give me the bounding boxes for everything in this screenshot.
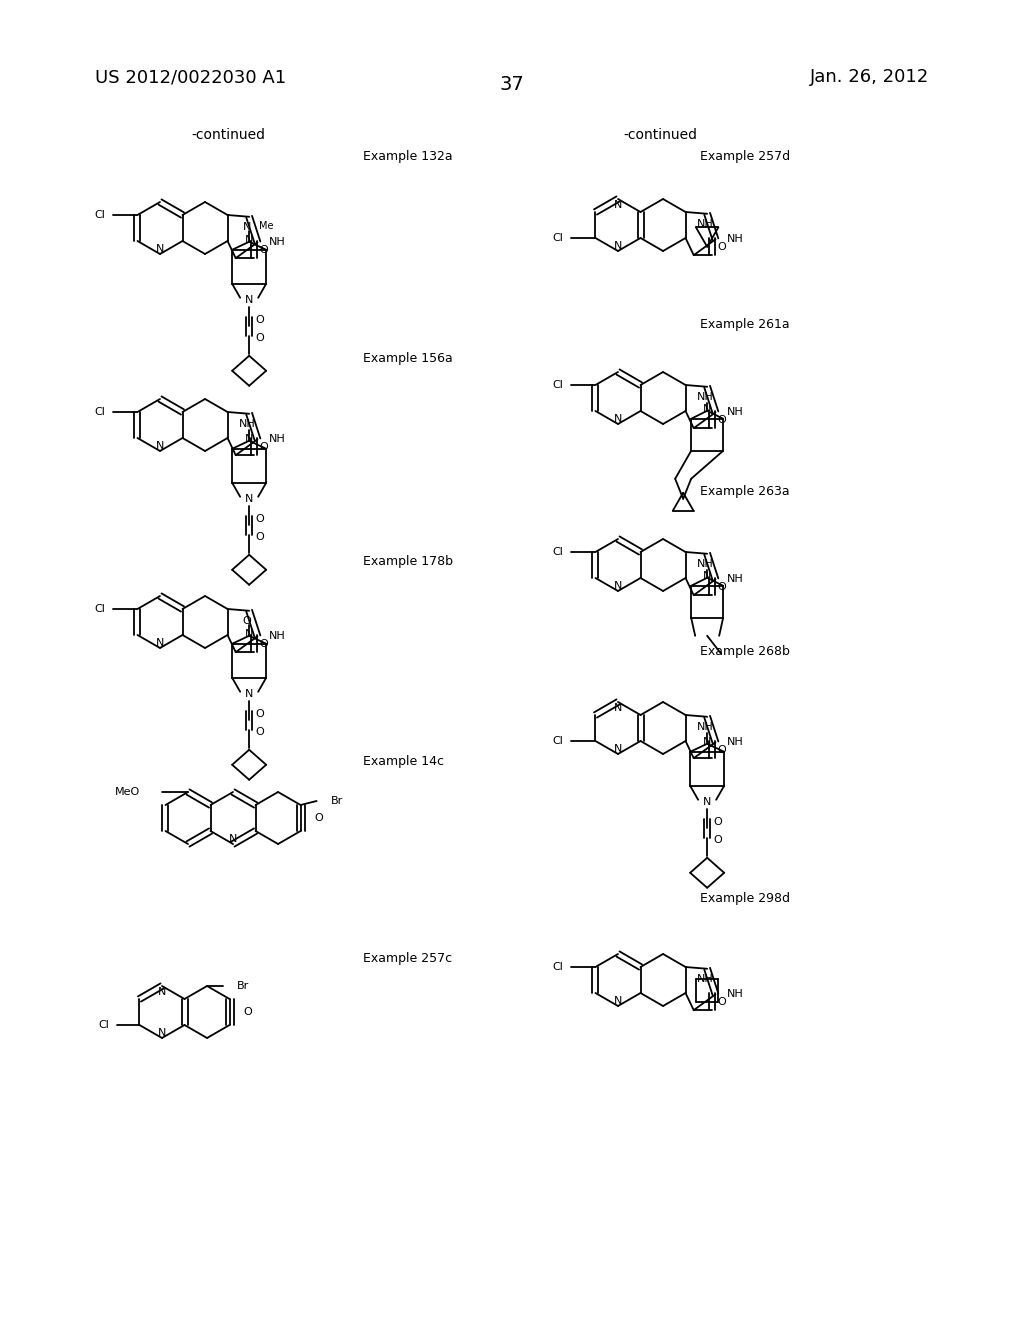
Text: NH: NH xyxy=(696,558,714,569)
Text: O: O xyxy=(713,817,722,826)
Text: Cl: Cl xyxy=(552,234,563,243)
Text: Example 298d: Example 298d xyxy=(700,892,790,906)
Text: N: N xyxy=(702,797,712,807)
Text: N: N xyxy=(613,201,623,210)
Text: N: N xyxy=(245,628,253,639)
Text: N: N xyxy=(158,987,166,997)
Text: O: O xyxy=(243,615,252,626)
Text: N: N xyxy=(158,1028,166,1038)
Text: 37: 37 xyxy=(500,75,524,94)
Text: Me: Me xyxy=(259,220,273,231)
Text: N: N xyxy=(156,638,164,648)
Text: O: O xyxy=(260,246,268,255)
Text: N: N xyxy=(245,235,253,244)
Text: N: N xyxy=(228,834,238,843)
Text: N: N xyxy=(702,404,712,413)
Text: -continued: -continued xyxy=(191,128,265,143)
Text: N: N xyxy=(245,294,253,305)
Text: N: N xyxy=(613,744,623,754)
Text: N: N xyxy=(156,244,164,253)
Text: O: O xyxy=(255,333,264,343)
Text: N: N xyxy=(702,737,712,747)
Text: O: O xyxy=(713,834,722,845)
Text: N: N xyxy=(245,434,253,444)
Text: Example 261a: Example 261a xyxy=(700,318,790,331)
Text: US 2012/0022030 A1: US 2012/0022030 A1 xyxy=(95,69,286,86)
Text: N: N xyxy=(156,441,164,451)
Text: Cl: Cl xyxy=(552,546,563,557)
Text: NH: NH xyxy=(696,219,714,228)
Text: N: N xyxy=(613,581,623,591)
Text: N: N xyxy=(702,570,712,581)
Text: Example 132a: Example 132a xyxy=(362,150,453,162)
Text: N: N xyxy=(613,997,623,1006)
Text: Example 178b: Example 178b xyxy=(362,554,453,568)
Text: O: O xyxy=(718,746,726,755)
Text: NH: NH xyxy=(726,990,743,999)
Text: O: O xyxy=(260,442,268,453)
Text: N: N xyxy=(613,704,623,713)
Text: Cl: Cl xyxy=(94,407,104,417)
Text: -continued: -continued xyxy=(623,128,697,143)
Text: N: N xyxy=(613,242,623,251)
Text: NH: NH xyxy=(726,574,743,585)
Text: NH: NH xyxy=(696,722,714,731)
Text: Jan. 26, 2012: Jan. 26, 2012 xyxy=(810,69,929,86)
Text: O: O xyxy=(255,709,264,719)
Text: NH: NH xyxy=(726,235,743,244)
Text: N: N xyxy=(243,222,251,232)
Text: O: O xyxy=(718,416,726,425)
Text: Example 14c: Example 14c xyxy=(362,755,444,768)
Text: Cl: Cl xyxy=(94,605,104,614)
Text: Example 268b: Example 268b xyxy=(700,645,790,657)
Text: NH: NH xyxy=(696,974,714,983)
Text: O: O xyxy=(314,813,324,822)
Text: O: O xyxy=(718,997,726,1007)
Text: Br: Br xyxy=(237,981,249,991)
Text: O: O xyxy=(255,513,264,524)
Text: O: O xyxy=(718,242,726,252)
Text: NH: NH xyxy=(239,418,256,429)
Text: NH: NH xyxy=(726,408,743,417)
Text: N: N xyxy=(245,689,253,698)
Text: Cl: Cl xyxy=(552,962,563,972)
Text: NH: NH xyxy=(268,631,286,642)
Text: O: O xyxy=(260,639,268,649)
Text: MeO: MeO xyxy=(115,787,140,797)
Text: Cl: Cl xyxy=(552,737,563,746)
Text: Cl: Cl xyxy=(98,1020,109,1030)
Text: O: O xyxy=(255,727,264,737)
Text: N: N xyxy=(613,414,623,424)
Text: Example 257c: Example 257c xyxy=(362,952,453,965)
Text: O: O xyxy=(244,1007,252,1016)
Text: NH: NH xyxy=(726,738,743,747)
Text: NH: NH xyxy=(696,392,714,401)
Text: O: O xyxy=(255,314,264,325)
Text: Example 263a: Example 263a xyxy=(700,484,790,498)
Text: Example 156a: Example 156a xyxy=(362,352,453,366)
Text: O: O xyxy=(255,532,264,541)
Text: O: O xyxy=(718,582,726,593)
Text: NH: NH xyxy=(268,434,286,445)
Text: N: N xyxy=(245,494,253,504)
Text: Cl: Cl xyxy=(552,380,563,389)
Text: Cl: Cl xyxy=(94,210,104,220)
Text: Br: Br xyxy=(331,796,343,807)
Text: Example 257d: Example 257d xyxy=(700,150,791,162)
Text: NH: NH xyxy=(268,238,286,247)
